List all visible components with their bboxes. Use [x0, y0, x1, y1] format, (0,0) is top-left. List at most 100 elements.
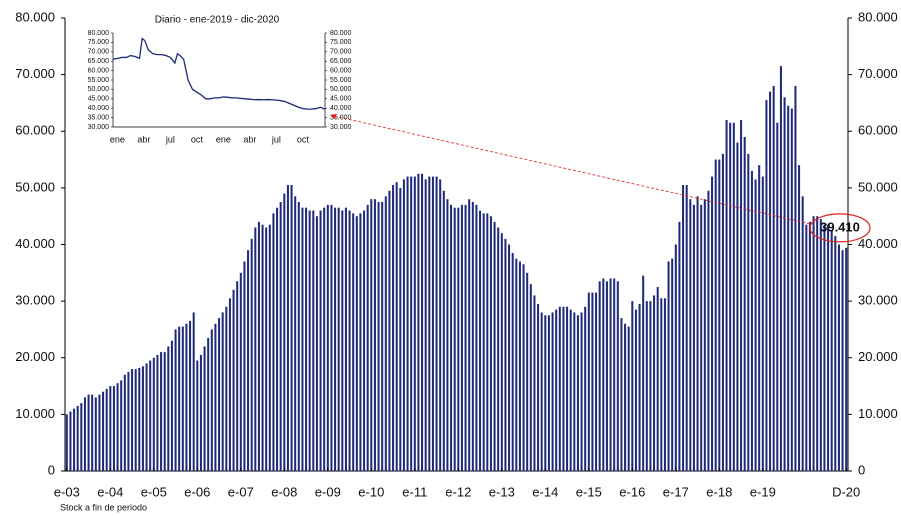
- bar: [181, 326, 184, 471]
- bar: [152, 357, 155, 471]
- bar: [149, 360, 152, 471]
- y-tick-label: 55.000: [88, 77, 110, 84]
- bar: [671, 258, 674, 471]
- bar: [522, 264, 525, 471]
- bar: [714, 159, 717, 471]
- bar: [131, 369, 134, 471]
- bar: [330, 204, 333, 472]
- y-tick-label: 50.000: [88, 86, 110, 93]
- bar: [174, 329, 177, 471]
- bar: [551, 312, 554, 471]
- bar: [334, 207, 337, 471]
- y-tick-label: 75.000: [88, 39, 110, 46]
- x-tick-label: e-10: [358, 484, 384, 499]
- bar: [471, 202, 474, 471]
- bar: [279, 202, 282, 471]
- bar: [428, 176, 431, 472]
- y-tick-label: 35.000: [88, 114, 110, 121]
- bar: [413, 176, 416, 472]
- bar: [580, 312, 583, 471]
- x-tick-label: e-13: [489, 484, 515, 499]
- bar: [696, 196, 699, 471]
- y-tick-label: 60.000: [15, 123, 55, 138]
- bar: [392, 185, 395, 471]
- bar: [537, 303, 540, 471]
- bar: [228, 298, 231, 471]
- bar: [566, 306, 569, 471]
- bar: [805, 224, 808, 471]
- y-tick-label: 0: [48, 462, 55, 477]
- bar: [624, 323, 627, 471]
- y-tick-label: 80.000: [330, 30, 352, 37]
- bar: [98, 394, 101, 471]
- bar: [718, 159, 721, 471]
- bar: [576, 315, 579, 471]
- bar: [653, 295, 656, 471]
- bar: [286, 185, 289, 471]
- bar: [134, 369, 137, 471]
- x-tick-label: oct: [191, 134, 204, 144]
- y-tick-label: 30.000: [858, 293, 898, 308]
- line-series: [112, 37, 326, 110]
- bar: [584, 306, 587, 471]
- bar: [721, 153, 724, 471]
- y-tick-label: 50.000: [858, 179, 898, 194]
- bar: [776, 122, 779, 471]
- y-tick-label: 10.000: [858, 406, 898, 421]
- bar: [218, 318, 221, 471]
- bar: [123, 374, 126, 471]
- bar: [424, 179, 427, 471]
- bar: [540, 312, 543, 471]
- bar: [783, 97, 786, 472]
- y-tick-label: 70.000: [88, 49, 110, 56]
- bar: [348, 210, 351, 471]
- bar: [446, 199, 449, 471]
- x-tick-label: e-05: [141, 484, 167, 499]
- bar: [656, 286, 659, 471]
- bar: [678, 221, 681, 471]
- bar: [83, 397, 86, 471]
- y-tick-label: 65.000: [330, 58, 352, 65]
- bar: [65, 414, 68, 471]
- bar: [703, 199, 706, 471]
- bar: [431, 176, 434, 472]
- bar: [138, 367, 141, 471]
- bar: [700, 204, 703, 472]
- y-tick-label: 80.000: [88, 30, 110, 37]
- bar: [265, 227, 268, 471]
- x-tick-label: ene: [110, 134, 125, 144]
- bar: [558, 306, 561, 471]
- bar: [743, 136, 746, 471]
- bar: [725, 119, 728, 472]
- bar: [787, 105, 790, 472]
- bar: [261, 224, 264, 471]
- bar: [740, 119, 743, 472]
- bar: [769, 91, 772, 472]
- bar: [667, 261, 670, 471]
- bar: [435, 176, 438, 472]
- bar: [185, 323, 188, 471]
- bar: [660, 298, 663, 471]
- y-tick-label: 40.000: [330, 105, 352, 112]
- bar: [363, 210, 366, 471]
- bar: [638, 303, 641, 471]
- bar: [341, 210, 344, 471]
- x-tick-label: e-04: [97, 484, 123, 499]
- bar: [160, 352, 163, 471]
- x-tick-label: e-12: [445, 484, 471, 499]
- bar: [587, 292, 590, 471]
- bar: [236, 281, 239, 471]
- bar: [214, 323, 217, 471]
- bar: [127, 371, 130, 471]
- bar: [547, 315, 550, 471]
- x-tick-label: e-19: [750, 484, 776, 499]
- bar: [305, 207, 308, 471]
- bar: [555, 309, 558, 471]
- bar: [460, 204, 463, 472]
- y-tick-label: 80.000: [858, 9, 898, 24]
- bar: [370, 199, 373, 471]
- bar: [105, 388, 108, 471]
- x-tick-label: abr: [243, 134, 256, 144]
- bar: [808, 221, 811, 471]
- bar: [355, 216, 358, 471]
